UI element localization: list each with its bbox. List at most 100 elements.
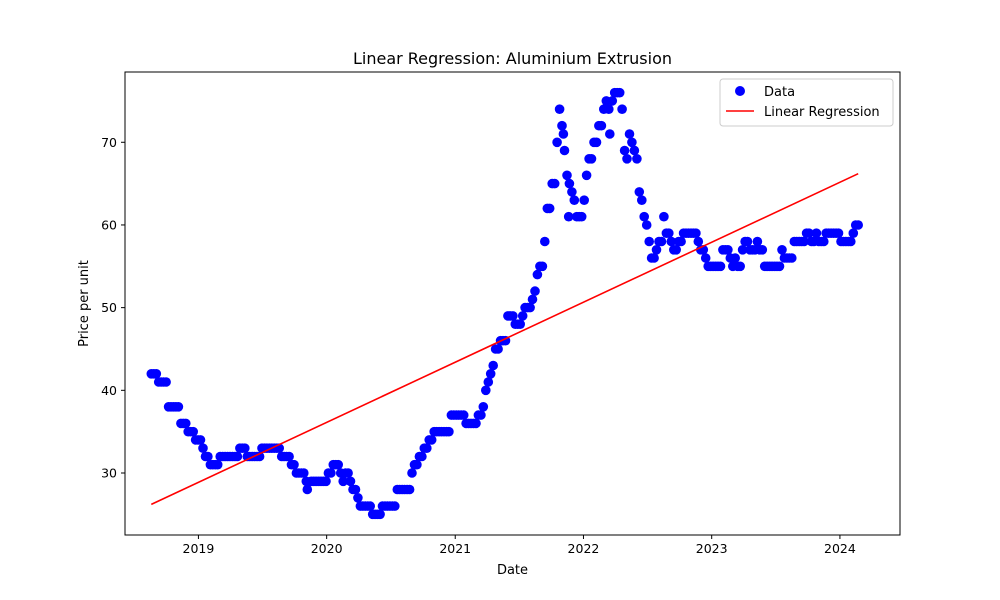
data-point xyxy=(284,451,294,462)
data-point xyxy=(787,253,797,263)
data-point xyxy=(564,178,575,189)
data-point xyxy=(302,484,313,495)
data-point xyxy=(188,426,198,437)
data-point xyxy=(846,236,856,247)
data-point xyxy=(407,468,417,478)
data-point xyxy=(664,228,674,238)
data-point xyxy=(530,286,540,296)
data-point xyxy=(596,120,607,131)
data-point xyxy=(478,402,489,412)
data-point xyxy=(629,145,640,156)
x-tick-label: 2023 xyxy=(696,541,728,556)
data-point xyxy=(676,236,686,247)
data-point xyxy=(581,170,592,181)
data-point xyxy=(195,435,206,445)
data-point xyxy=(203,451,213,462)
data-point xyxy=(700,253,711,263)
data-point xyxy=(742,236,753,247)
x-tick-label: 2024 xyxy=(824,541,856,556)
data-point xyxy=(151,369,162,379)
data-point xyxy=(644,236,654,247)
data-point xyxy=(532,269,543,280)
data-point xyxy=(614,87,625,98)
legend-label-data: Data xyxy=(764,85,795,100)
data-point xyxy=(617,104,627,114)
y-tick-label: 60 xyxy=(101,217,117,232)
data-point xyxy=(426,435,437,445)
y-tick-label: 30 xyxy=(101,465,117,480)
data-point xyxy=(471,418,481,429)
data-point xyxy=(605,129,615,139)
data-point xyxy=(552,137,562,148)
data-point xyxy=(390,501,400,511)
data-point xyxy=(540,236,550,247)
y-tick-label: 70 xyxy=(101,135,117,150)
data-point xyxy=(481,385,491,396)
data-point xyxy=(289,459,299,470)
data-point xyxy=(326,468,336,478)
data-point xyxy=(666,236,677,247)
y-axis-label: Price per unit xyxy=(77,260,92,347)
data-point xyxy=(485,369,496,379)
data-point xyxy=(833,228,844,238)
plot-area xyxy=(124,71,901,536)
data-point xyxy=(637,195,647,205)
data-point xyxy=(671,245,681,255)
data-point xyxy=(559,145,570,156)
data-point xyxy=(350,484,361,495)
data-point xyxy=(338,476,349,487)
data-point xyxy=(651,245,662,255)
data-point xyxy=(173,402,184,412)
legend-box xyxy=(719,78,894,127)
data-point xyxy=(641,220,652,230)
data-point xyxy=(422,443,432,454)
data-point xyxy=(417,451,427,462)
data-point xyxy=(321,476,331,487)
data-point xyxy=(527,294,538,305)
data-point xyxy=(240,443,250,454)
data-point xyxy=(853,220,863,230)
data-point xyxy=(557,120,567,131)
data-point xyxy=(544,203,555,214)
data-point xyxy=(353,493,363,503)
data-point xyxy=(622,154,632,164)
data-point xyxy=(515,319,525,330)
data-point xyxy=(737,245,748,255)
data-point xyxy=(715,261,726,272)
data-point xyxy=(365,501,376,511)
chart-title: Linear Regression: Aluminium Extrusion xyxy=(353,49,672,68)
data-point xyxy=(691,228,701,238)
data-point xyxy=(181,418,191,429)
data-point xyxy=(404,484,415,495)
data-point xyxy=(563,211,574,222)
data-point xyxy=(525,302,535,313)
data-point xyxy=(412,459,422,470)
data-point xyxy=(562,170,572,181)
y-tick-label: 40 xyxy=(101,383,117,398)
legend: Data Linear Regression xyxy=(719,78,894,127)
data-point xyxy=(659,211,669,222)
data-point xyxy=(444,426,454,437)
data-point xyxy=(345,476,356,487)
data-point xyxy=(639,211,649,222)
data-points xyxy=(146,87,863,520)
data-point xyxy=(693,236,704,247)
data-point xyxy=(198,443,208,454)
data-point xyxy=(549,178,560,189)
data-point xyxy=(634,187,645,197)
data-point xyxy=(488,360,499,371)
data-point xyxy=(730,253,740,263)
data-point xyxy=(586,154,597,164)
data-point xyxy=(537,261,548,272)
data-point xyxy=(212,459,223,470)
data-point xyxy=(591,137,602,148)
data-point xyxy=(508,311,518,321)
data-point xyxy=(607,96,618,106)
data-point xyxy=(774,261,785,272)
data-point xyxy=(627,137,637,148)
data-point xyxy=(723,245,733,255)
x-tick-label: 2021 xyxy=(439,541,471,556)
data-point xyxy=(804,228,814,238)
data-point xyxy=(476,410,486,420)
x-tick-label: 2019 xyxy=(183,541,215,556)
